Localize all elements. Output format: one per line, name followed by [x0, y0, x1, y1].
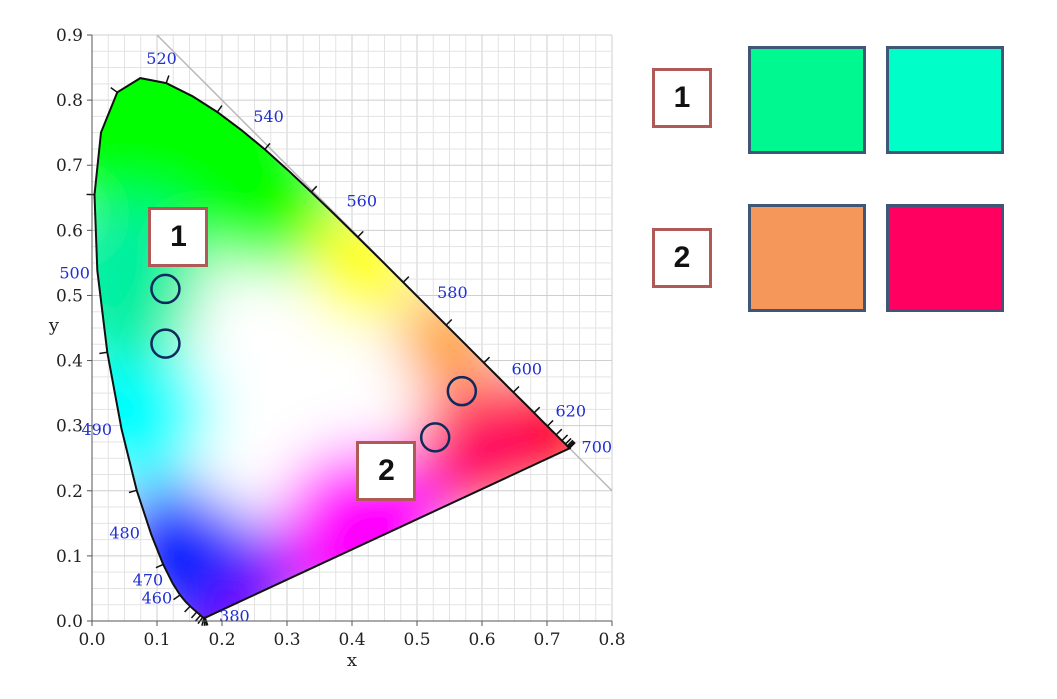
legend-row-1-label: 1 [652, 68, 712, 128]
y-tick-label: 0.5 [56, 286, 83, 306]
legend-row-2-swatch-1 [748, 204, 866, 312]
wavelength-label: 500 [59, 263, 90, 282]
y-tick-label: 0.2 [56, 482, 83, 502]
marked-point [150, 273, 181, 305]
y-tick-label: 0.7 [56, 156, 83, 176]
y-tick-label: 0.0 [56, 612, 83, 632]
x-tick-label: 0.7 [533, 630, 560, 650]
wavelength-label: 490 [82, 420, 113, 439]
region-marker-2-label: 2 [378, 454, 395, 488]
wavelength-label: 620 [555, 401, 586, 420]
marked-point [150, 328, 181, 359]
y-tick-label: 0.1 [56, 547, 83, 567]
y-tick-label: 0.3 [56, 417, 83, 437]
legend-row-2-label: 2 [652, 228, 712, 288]
region-marker-2: 2 [356, 441, 417, 502]
wavelength-label: 480 [109, 524, 140, 543]
y-tick-label: 0.8 [56, 91, 83, 111]
x-tick-label: 0.1 [143, 630, 170, 650]
legend-row-2-swatch-2 [886, 204, 1004, 312]
legend-row-1-text: 1 [673, 81, 691, 114]
x-axis-title: x [347, 650, 357, 671]
x-tick-label: 0.6 [468, 630, 495, 650]
x-tick-label: 0.4 [338, 630, 365, 650]
axes: 0.0 0.1 0.2 0.3 0.4 0.5 0.6 0.7 0.8 0.0 0.1 0.2 0.3 0… [56, 26, 626, 650]
y-tick-label: 0.6 [56, 221, 83, 241]
legend-row-1-swatch-2 [886, 46, 1004, 154]
x-tick-label: 0.5 [403, 630, 430, 650]
wavelength-label: 580 [437, 283, 468, 302]
wavelength-label: 460 [142, 589, 173, 608]
marked-points [150, 273, 478, 453]
wavelength-label: 540 [253, 107, 284, 126]
wavelength-ticks [86, 75, 576, 626]
y-axis-title: y [48, 315, 60, 336]
x-tick-label: 0.8 [598, 630, 625, 650]
chromaticity-diagram: 380460470480490500520540560580600620700 … [48, 26, 626, 671]
wavelength-label: 380 [219, 607, 250, 626]
marked-point [419, 422, 451, 453]
x-tick-label: 0.3 [273, 630, 300, 650]
legend-row-1-swatch-1 [748, 46, 866, 154]
wavelength-label: 560 [347, 191, 378, 210]
x-tick-label: 0.2 [208, 630, 235, 650]
y-tick-label: 0.4 [56, 352, 83, 372]
legend-row-2-text: 2 [673, 241, 691, 274]
wavelength-label: 520 [146, 49, 177, 68]
y-tick-label: 0.9 [56, 26, 83, 46]
wavelength-label: 470 [133, 570, 164, 589]
wavelength-label: 600 [512, 359, 543, 378]
region-marker-1-label: 1 [170, 219, 187, 253]
wavelength-label: 700 [582, 437, 613, 456]
region-marker-1: 1 [148, 206, 209, 267]
spectral-locus-fill [94, 78, 570, 618]
marked-point [446, 375, 478, 407]
x-tick-label: 0.0 [78, 630, 105, 650]
